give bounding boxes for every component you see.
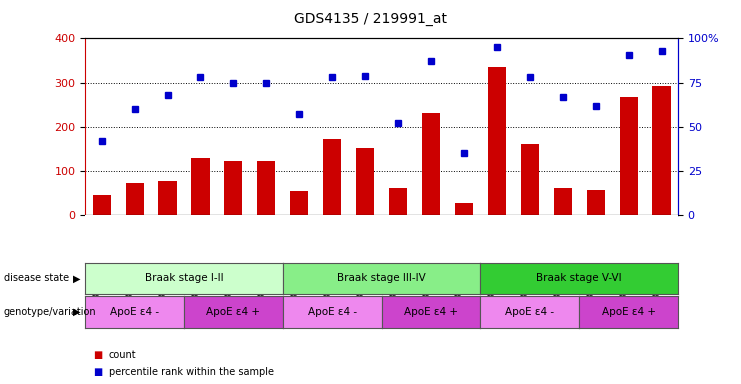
Text: percentile rank within the sample: percentile rank within the sample xyxy=(109,367,274,377)
Text: genotype/variation: genotype/variation xyxy=(4,307,96,317)
Text: Braak stage I-II: Braak stage I-II xyxy=(144,273,223,283)
Bar xyxy=(257,161,276,215)
Bar xyxy=(125,183,144,215)
Bar xyxy=(455,203,473,215)
Text: ▶: ▶ xyxy=(73,307,80,317)
Text: Braak stage III-IV: Braak stage III-IV xyxy=(337,273,426,283)
Text: ▶: ▶ xyxy=(73,273,80,283)
Text: ApoE ε4 +: ApoE ε4 + xyxy=(602,307,656,317)
Bar xyxy=(225,161,242,215)
Text: ApoE ε4 +: ApoE ε4 + xyxy=(207,307,260,317)
Text: ApoE ε4 -: ApoE ε4 - xyxy=(110,307,159,317)
Text: count: count xyxy=(109,350,136,360)
Bar xyxy=(389,188,407,215)
Text: ■: ■ xyxy=(93,367,102,377)
Text: ApoE ε4 -: ApoE ε4 - xyxy=(505,307,554,317)
Text: GDS4135 / 219991_at: GDS4135 / 219991_at xyxy=(294,12,447,25)
Bar xyxy=(290,191,308,215)
Bar xyxy=(356,148,374,215)
Bar xyxy=(323,139,342,215)
Bar xyxy=(422,113,440,215)
Bar xyxy=(521,144,539,215)
Text: Braak stage V-VI: Braak stage V-VI xyxy=(536,273,622,283)
Text: ■: ■ xyxy=(93,350,102,360)
Bar xyxy=(191,157,210,215)
Bar xyxy=(619,97,638,215)
Bar xyxy=(488,67,506,215)
Text: ApoE ε4 -: ApoE ε4 - xyxy=(308,307,356,317)
Bar xyxy=(587,190,605,215)
Bar xyxy=(653,86,671,215)
Text: ApoE ε4 +: ApoE ε4 + xyxy=(404,307,458,317)
Text: disease state: disease state xyxy=(4,273,69,283)
Bar xyxy=(159,180,176,215)
Bar xyxy=(93,195,110,215)
Bar xyxy=(554,188,572,215)
